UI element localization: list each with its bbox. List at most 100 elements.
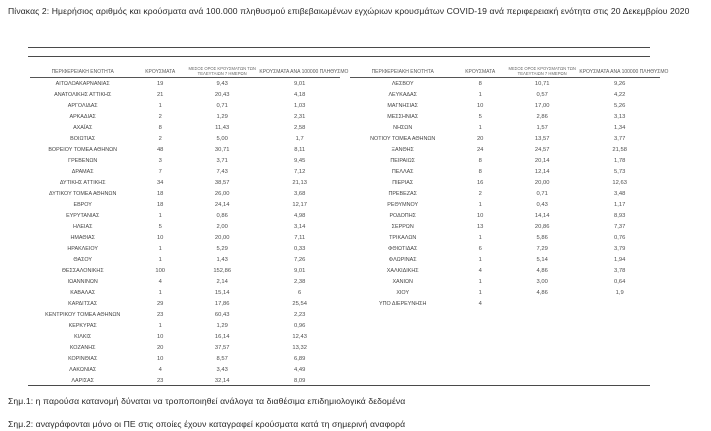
cases-value: 29 bbox=[156, 300, 164, 307]
region-name: ΛΕΥΚΑΔΑΣ bbox=[388, 91, 417, 98]
region-name: ΘΑΣΟΥ bbox=[73, 256, 93, 263]
per100k-value: 25,54 bbox=[292, 300, 307, 307]
per100k-value: 9,01 bbox=[294, 267, 306, 274]
table-row: ΚΟΡΙΝΘΙΑΣ 10 8,57 6,89 bbox=[30, 353, 340, 364]
table-row: ΡΕΘΥΜΝΟΥ 1 0,43 1,17 bbox=[350, 199, 660, 210]
avg7day-value: 1,29 bbox=[216, 322, 228, 329]
region-name: ΝΗΣΩΝ bbox=[393, 124, 413, 131]
table-row: ΚΕΡΚΥΡΑΣ 1 1,29 0,96 bbox=[30, 320, 340, 331]
region-name: ΧΑΝΙΩΝ bbox=[392, 278, 413, 285]
per100k-value: 13,32 bbox=[292, 344, 307, 351]
divider-top-1 bbox=[28, 47, 650, 49]
cases-value: 20 bbox=[476, 135, 484, 142]
cases-value: 4 bbox=[478, 267, 482, 274]
per100k-value: 1,17 bbox=[614, 201, 626, 208]
per100k-value: 4,18 bbox=[294, 91, 306, 98]
avg7day-value: 7,29 bbox=[536, 245, 548, 252]
region-name: ΦΛΩΡΙΝΑΣ bbox=[388, 256, 417, 263]
per100k-value: 3,13 bbox=[614, 113, 626, 120]
cases-value: 13 bbox=[476, 223, 484, 230]
region-name: ΔΥΤΙΚΗΣ ΑΤΤΙΚΗΣ bbox=[59, 179, 106, 186]
avg7day-value: 16,14 bbox=[214, 333, 230, 340]
region-name: ΝΟΤΙΟΥ ΤΟΜΕΑ ΑΘΗΝΩΝ bbox=[370, 135, 436, 142]
region-name: ΜΑΓΝΗΣΙΑΣ bbox=[387, 102, 418, 109]
avg7day-value: 0,71 bbox=[216, 102, 228, 109]
column-header-7day-average-line2: ΤΕΛΕΥΤΑΙΩΝ 7 ΗΜΕΡΩΝ bbox=[517, 70, 567, 76]
avg7day-value: 20,00 bbox=[534, 179, 550, 186]
region-name: ΑΝΑΤΟΛΙΚΗΣ ΑΤΤΙΚΗΣ bbox=[54, 91, 112, 98]
per100k-value: 21,13 bbox=[292, 179, 307, 186]
table-row: ΔΡΑΜΑΣ 7 7,43 7,12 bbox=[30, 166, 340, 177]
avg7day-value: 17,86 bbox=[214, 300, 230, 307]
per100k-value: 6 bbox=[298, 289, 302, 296]
avg7day-value: 1,43 bbox=[216, 256, 228, 263]
avg7day-value: 13,57 bbox=[534, 135, 550, 142]
region-name: ΜΕΣΣΗΝΙΑΣ bbox=[387, 113, 419, 120]
region-name: ΑΧΑΪΑΣ bbox=[73, 124, 93, 131]
per100k-value: 2,38 bbox=[294, 278, 306, 285]
cases-value: 1 bbox=[478, 124, 482, 131]
region-name: ΚΕΡΚΥΡΑΣ bbox=[68, 322, 97, 329]
per100k-value: 3,68 bbox=[294, 190, 306, 197]
table-row: ΞΑΝΘΗΣ 24 24,57 21,58 bbox=[350, 144, 660, 155]
per100k-value: 3,79 bbox=[614, 245, 626, 252]
region-name: ΑΙΤΩΛΟΑΚΑΡΝΑΝΙΑΣ bbox=[55, 80, 110, 87]
region-name: ΧΑΛΚΙΔΙΚΗΣ bbox=[386, 267, 419, 274]
divider-table-bottom bbox=[28, 385, 650, 387]
avg7day-value: 2,14 bbox=[216, 278, 228, 285]
table-row: ΧΙΟΥ 1 4,86 1,9 bbox=[350, 287, 660, 298]
region-name: ΔΡΑΜΑΣ bbox=[71, 168, 94, 175]
cases-value: 8 bbox=[478, 157, 482, 164]
column-header-7day-average-line1: ΜΕΣΟΣ ΟΡΟΣ ΚΡΟΥΣΜΑΤΩΝ ΤΩΝ bbox=[508, 65, 576, 71]
column-header-per-100k: ΚΡΟΥΣΜΑΤΑ ΑΝΑ 100000 ΠΛΗΘΥΣΜΟ bbox=[259, 69, 349, 76]
per100k-value: 8,11 bbox=[294, 146, 306, 153]
column-header-7day-average: ΜΕΣΟΣ ΟΡΟΣ ΚΡΟΥΣΜΑΤΩΝ ΤΩΝ ΤΕΛΕΥΤΑΙΩΝ 7 Η… bbox=[185, 66, 259, 76]
table-row: ΠΡΕΒΕΖΑΣ 2 0,71 3,48 bbox=[350, 188, 660, 199]
per100k-value: 1,78 bbox=[614, 157, 626, 164]
per100k-value: 1,03 bbox=[294, 102, 306, 109]
region-name: ΕΥΡΥΤΑΝΙΑΣ bbox=[66, 212, 100, 219]
per100k-value: 3,48 bbox=[614, 190, 626, 197]
avg7day-value: 2,86 bbox=[536, 113, 548, 120]
cases-value: 1 bbox=[478, 289, 482, 296]
footnotes: Σημ.1: η παρούσα κατανομή δύναται να τρο… bbox=[8, 390, 706, 431]
region-name: ΚΕΝΤΡΙΚΟΥ ΤΟΜΕΑ ΑΘΗΝΩΝ bbox=[45, 311, 121, 318]
footnote-1: Σημ.1: η παρούσα κατανομή δύναται να τρο… bbox=[8, 396, 406, 406]
cases-value: 20 bbox=[156, 344, 164, 351]
table-row: ΝΟΤΙΟΥ ΤΟΜΕΑ ΑΘΗΝΩΝ 20 13,57 3,77 bbox=[350, 133, 660, 144]
cases-value: 2 bbox=[478, 190, 482, 197]
avg7day-value: 11,43 bbox=[215, 124, 230, 131]
per100k-value: 21,58 bbox=[612, 146, 627, 153]
cases-value: 4 bbox=[478, 300, 482, 307]
cases-value: 10 bbox=[476, 102, 484, 109]
per100k-value: 7,12 bbox=[294, 168, 306, 175]
cases-value: 4 bbox=[158, 278, 162, 285]
region-name: ΕΒΡΟΥ bbox=[73, 201, 92, 208]
per100k-value: 0,76 bbox=[614, 234, 626, 241]
table-row: ΜΑΓΝΗΣΙΑΣ 10 17,00 5,26 bbox=[350, 100, 660, 111]
cases-table: ΠΕΡΙΦΕΡΕΙΑΚΗ ΕΝΟΤΗΤΑ ΚΡΟΥΣΜΑΤΑ ΜΕΣΟΣ ΟΡΟ… bbox=[30, 59, 669, 386]
per100k-value: 3,78 bbox=[614, 267, 626, 274]
cases-value: 100 bbox=[155, 267, 166, 274]
per100k-value: 8,09 bbox=[294, 377, 306, 384]
avg7day-value: 0,86 bbox=[216, 212, 228, 219]
per100k-value: 6,89 bbox=[294, 355, 306, 362]
table-row: ΕΥΡΥΤΑΝΙΑΣ 1 0,86 4,98 bbox=[30, 210, 340, 221]
per100k-value: 1,94 bbox=[614, 256, 626, 263]
per100k-value: 4,98 bbox=[294, 212, 306, 219]
column-header-per-100k: ΚΡΟΥΣΜΑΤΑ ΑΝΑ 100000 ΠΛΗΘΥΣΜΟ bbox=[579, 69, 669, 76]
cases-value: 10 bbox=[476, 212, 484, 219]
per100k-value: 3,77 bbox=[614, 135, 626, 142]
cases-table-left-half: ΠΕΡΙΦΕΡΕΙΑΚΗ ΕΝΟΤΗΤΑ ΚΡΟΥΣΜΑΤΑ ΜΕΣΟΣ ΟΡΟ… bbox=[30, 59, 349, 386]
region-name: ΦΘΙΩΤΙΔΑΣ bbox=[388, 245, 418, 252]
region-name: ΞΑΝΘΗΣ bbox=[391, 146, 414, 153]
table-row: ΗΛΕΙΑΣ 5 2,00 3,14 bbox=[30, 221, 340, 232]
region-name: ΔΥΤΙΚΟΥ ΤΟΜΕΑ ΑΘΗΝΩΝ bbox=[49, 190, 117, 197]
avg7day-value: 0,43 bbox=[536, 201, 548, 208]
table-row: ΜΕΣΣΗΝΙΑΣ 5 2,86 3,13 bbox=[350, 111, 660, 122]
region-name: ΠΕΙΡΑΙΩΣ bbox=[390, 157, 416, 164]
table-caption: Πίνακας 2: Ημερήσιος αριθμός και κρούσμα… bbox=[8, 6, 690, 16]
region-name: ΠΙΕΡΙΑΣ bbox=[392, 179, 414, 186]
region-name: ΛΑΚΩΝΙΑΣ bbox=[69, 366, 97, 373]
avg7day-value: 4,86 bbox=[536, 267, 548, 274]
